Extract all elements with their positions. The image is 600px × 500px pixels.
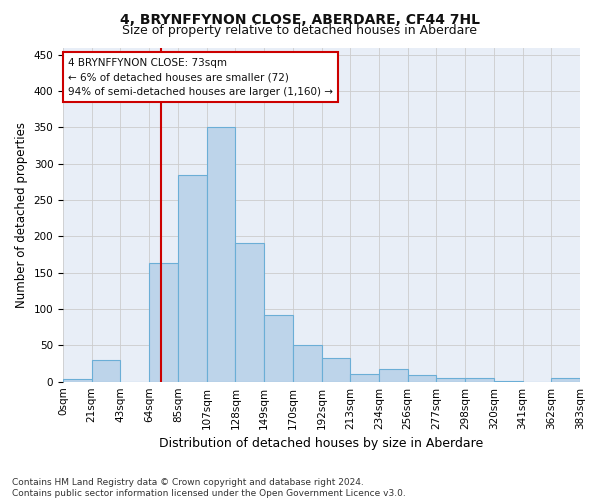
Bar (264, 315, 293, 382)
Bar (322, 358, 350, 382)
Bar (465, 378, 494, 382)
Bar (178, 174, 206, 382)
Bar (379, 370, 407, 382)
Y-axis label: Number of detached properties: Number of detached properties (15, 122, 28, 308)
Bar (293, 346, 322, 382)
Bar (235, 243, 264, 382)
Bar (149, 264, 178, 382)
Bar (92, 360, 121, 382)
Bar (350, 374, 379, 382)
Bar (63, 379, 92, 382)
Bar (551, 378, 580, 382)
Text: 4 BRYNFFYNON CLOSE: 73sqm
← 6% of detached houses are smaller (72)
94% of semi-d: 4 BRYNFFYNON CLOSE: 73sqm ← 6% of detach… (68, 58, 333, 97)
Bar (436, 378, 465, 382)
Text: Contains HM Land Registry data © Crown copyright and database right 2024.
Contai: Contains HM Land Registry data © Crown c… (12, 478, 406, 498)
X-axis label: Distribution of detached houses by size in Aberdare: Distribution of detached houses by size … (160, 437, 484, 450)
Bar (494, 381, 523, 382)
Text: 4, BRYNFFYNON CLOSE, ABERDARE, CF44 7HL: 4, BRYNFFYNON CLOSE, ABERDARE, CF44 7HL (120, 12, 480, 26)
Text: Size of property relative to detached houses in Aberdare: Size of property relative to detached ho… (122, 24, 478, 37)
Bar (407, 375, 436, 382)
Bar (206, 128, 235, 382)
